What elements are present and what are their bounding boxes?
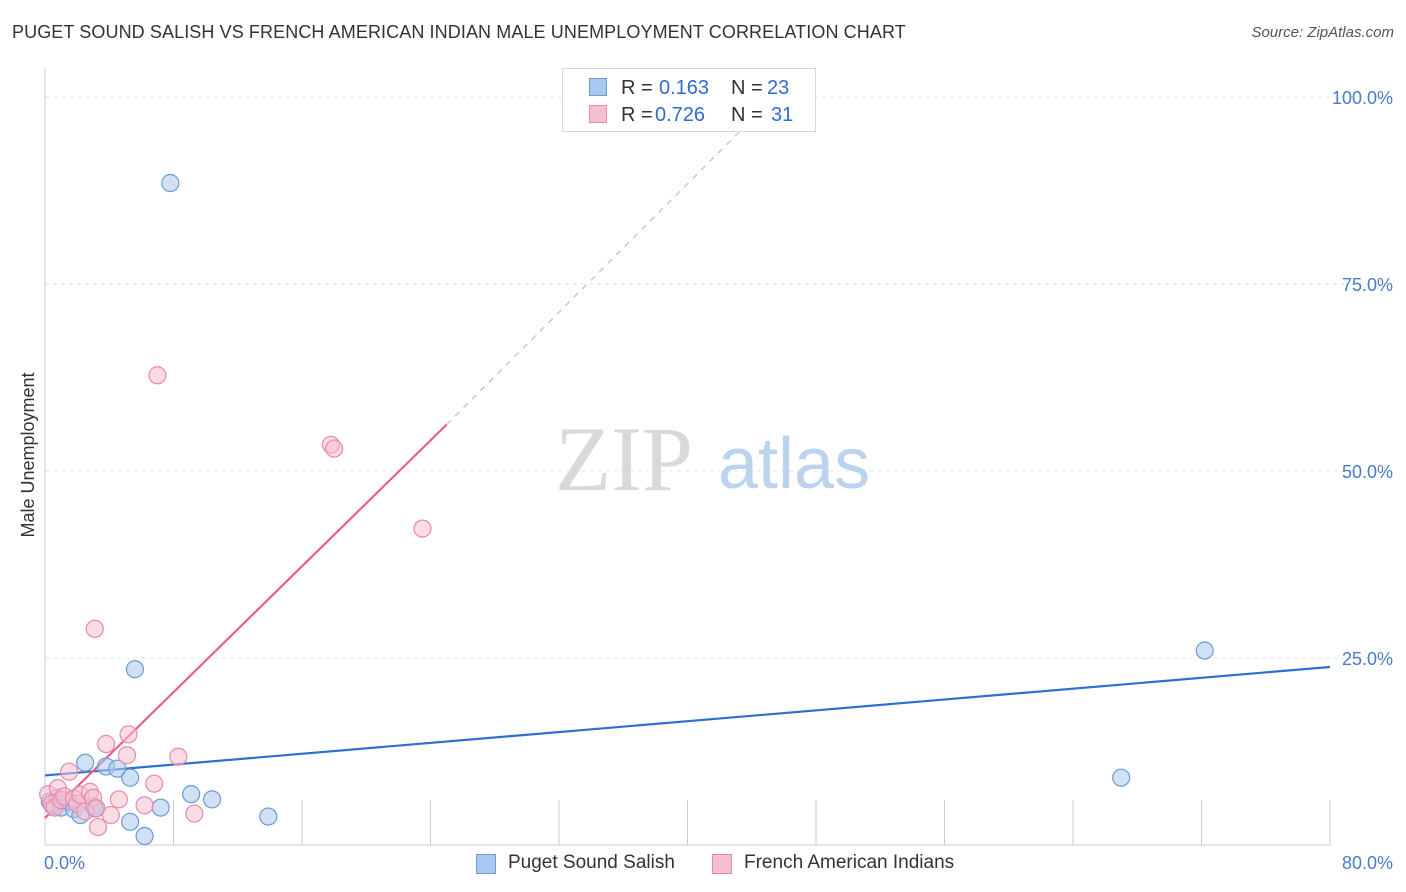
pink-data-point xyxy=(145,774,164,793)
pink-data-point xyxy=(101,805,120,825)
pink-trend-extension xyxy=(446,119,753,426)
blue-data-point xyxy=(1195,641,1214,660)
pink-data-point xyxy=(96,734,116,754)
series-label: Puget Sound Salish xyxy=(508,852,675,873)
grid-lines xyxy=(45,96,1390,659)
axes xyxy=(44,68,1331,846)
legend-r-value: 0.726 xyxy=(655,104,706,126)
blue-data-point xyxy=(121,812,140,831)
blue-data-point xyxy=(202,790,222,809)
legend-r-value: 0.163 xyxy=(659,77,710,99)
blue-data-point xyxy=(135,826,154,846)
chart-title: PUGET SOUND SALISH VS FRENCH AMERICAN IN… xyxy=(12,22,906,42)
legend-n-value: 31 xyxy=(771,104,794,126)
source-credit: Source: ZipAtlas.com xyxy=(1251,24,1394,41)
pink-data-point xyxy=(88,817,108,837)
series-swatch-blue xyxy=(476,854,496,874)
legend-n-label: N = xyxy=(731,104,763,126)
y-tick-label: 50.0% xyxy=(1342,462,1393,482)
pink-data-point xyxy=(59,762,79,781)
watermark-zip: ZIP xyxy=(555,408,693,510)
series-swatch-pink xyxy=(712,854,732,874)
legend-swatch-pink xyxy=(589,105,607,123)
x-tick-label: 80.0% xyxy=(1342,853,1393,873)
pink-data-point xyxy=(85,619,104,638)
blue-data-point xyxy=(121,768,140,787)
blue-data-point xyxy=(76,753,95,772)
blue-data-point xyxy=(161,173,180,193)
y-tick-label: 100.0% xyxy=(1332,88,1393,108)
pink-data-point xyxy=(135,796,154,815)
legend-n-label: N = xyxy=(731,77,763,99)
pink-data-point xyxy=(117,746,137,765)
legend-swatch-blue xyxy=(589,78,607,96)
pink-data-point xyxy=(148,366,167,385)
pink-data-point xyxy=(109,790,128,809)
y-axis-label: Male Unemployment xyxy=(18,372,38,537)
blue-data-point xyxy=(1112,768,1131,787)
legend-r-label: R = xyxy=(621,104,653,126)
series-label: French American Indians xyxy=(744,852,955,873)
blue-data-point xyxy=(259,807,278,826)
pink-data-point xyxy=(325,439,344,458)
pink-data-point xyxy=(185,804,204,823)
blue-data-point xyxy=(182,785,201,804)
data-points xyxy=(39,173,1214,846)
pink-data-point xyxy=(119,725,138,744)
correlation-legend: R = 0.163 N = 23 R = 0.726 N = 31 xyxy=(562,68,816,132)
pink-data-point xyxy=(169,747,188,766)
pink-data-point xyxy=(413,519,432,538)
blue-trend-line xyxy=(44,665,1331,777)
blue-data-point xyxy=(108,759,127,778)
watermark-atlas: atlas xyxy=(718,424,870,504)
pink-trend-line xyxy=(44,423,448,819)
legend-n-value: 23 xyxy=(767,77,790,99)
x-tick-label: 0.0% xyxy=(44,853,85,873)
blue-data-point xyxy=(125,660,145,679)
y-tick-label: 75.0% xyxy=(1342,275,1393,295)
legend-r-label: R = xyxy=(621,77,653,99)
tick-labels: 25.0% 50.0% 75.0% 100.0% 0.0% 80.0% xyxy=(44,88,1393,873)
y-tick-label: 25.0% xyxy=(1342,649,1393,669)
blue-data-point xyxy=(151,798,170,817)
watermark: ZIP atlas xyxy=(555,408,870,510)
trend-lines xyxy=(44,119,1331,819)
